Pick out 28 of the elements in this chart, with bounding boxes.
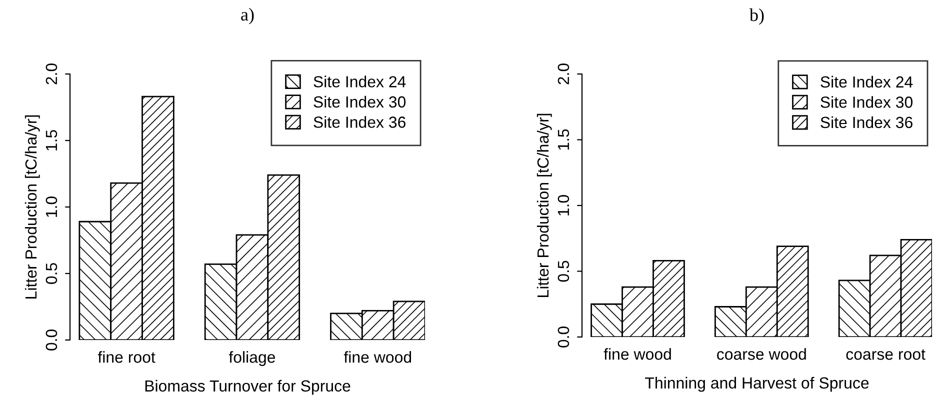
y-tick-label: 1.0	[558, 195, 570, 216]
x-tick-label: coarse root	[846, 349, 926, 360]
y-tick-label: 0.0	[46, 330, 58, 350]
legend-label: Site Index 30	[314, 96, 406, 108]
y-tick-label: 2.0	[558, 64, 570, 84]
y-tick-label: 0.5	[558, 260, 570, 282]
y-tick-label: 0.0	[558, 326, 570, 348]
legend-label: Site Index 36	[820, 116, 912, 128]
chart-title: b)	[749, 8, 764, 25]
y-axis-title: Litter Production [tC/ha/yr]	[536, 114, 552, 297]
x-axis-title: Thinning and Harvest of Spruce	[645, 376, 869, 392]
y-tick-label: 2.0	[46, 64, 58, 84]
x-tick-label: fine wood	[344, 351, 412, 363]
chart-title: a)	[241, 8, 254, 24]
y-tick-label: 1.5	[558, 129, 570, 150]
y-tick-label: 0.5	[46, 263, 58, 284]
x-tick-label: foliage	[228, 351, 276, 366]
legend-label: Site Index 30	[820, 96, 913, 108]
y-tick-label: 1.0	[46, 196, 58, 217]
legend-label: Site Index 36	[314, 116, 406, 128]
y-tick-label: 1.5	[46, 130, 58, 150]
x-tick-label: fine wood	[604, 348, 671, 360]
legend-label: Site Index 24	[820, 76, 913, 88]
x-tick-label: coarse wood	[717, 348, 806, 360]
legend-label: Site Index 24	[314, 76, 406, 88]
x-tick-label: fine root	[98, 351, 156, 363]
x-axis-title: Biomass Turnover for Spruce	[145, 380, 350, 395]
y-axis-title: Litter Production [tC/ha/yr]	[24, 115, 40, 298]
